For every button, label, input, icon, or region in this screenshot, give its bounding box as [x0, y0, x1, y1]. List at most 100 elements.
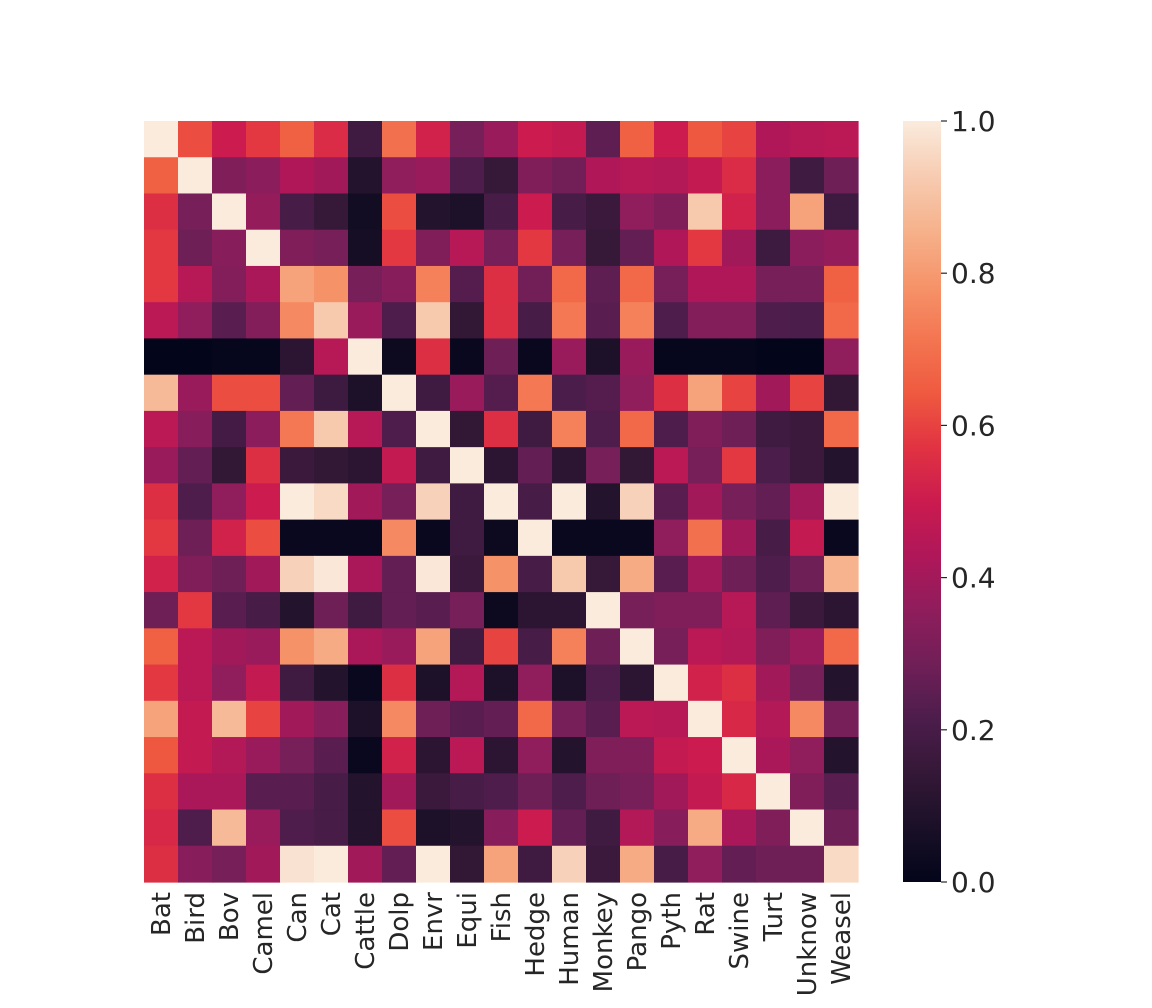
heatmap-cell [552, 229, 587, 267]
heatmap-cell [450, 229, 485, 267]
heatmap-cell [348, 628, 383, 666]
heatmap-cell [586, 483, 621, 521]
heatmap-cell [416, 302, 451, 340]
heatmap-cell [824, 592, 859, 629]
heatmap-cell [246, 592, 281, 629]
heatmap-cell [280, 302, 315, 340]
heatmap-cell [348, 447, 383, 484]
heatmap-cell [824, 664, 859, 702]
heatmap-cell [722, 374, 757, 412]
heatmap-cell [382, 374, 417, 412]
heatmap-cell [416, 265, 451, 303]
heatmap-cell [790, 700, 825, 738]
heatmap-cell [246, 700, 281, 738]
heatmap-cell [484, 809, 519, 847]
heatmap-cell [756, 302, 791, 340]
heatmap-cell [280, 121, 315, 158]
x-tick-label: Pango [623, 892, 653, 971]
heatmap-cell [314, 338, 349, 376]
heatmap-cell [314, 447, 349, 484]
heatmap-cell [586, 265, 621, 303]
heatmap-cell [450, 121, 485, 158]
heatmap-cell [654, 519, 689, 557]
heatmap-cell [688, 845, 723, 883]
heatmap-cell [314, 302, 349, 340]
heatmap-cell [586, 555, 621, 593]
heatmap-cell [518, 410, 553, 448]
heatmap-cell [416, 410, 451, 448]
x-tick-label: Swine [725, 892, 755, 969]
x-tick-labels: Bat Bird Bov Camel Can Cat Cattle Dolp Envr Equi F… [147, 892, 857, 997]
heatmap-cell [654, 555, 689, 593]
heatmap-cell [824, 845, 859, 883]
heatmap-cell [654, 410, 689, 448]
heatmap-cell [484, 193, 519, 231]
heatmap-cell [212, 737, 247, 774]
heatmap-cell [586, 447, 621, 484]
heatmap-cell [518, 809, 553, 847]
heatmap-cell [314, 410, 349, 448]
colorbar-tick-label: 0.8 [951, 257, 996, 290]
heatmap-cell [314, 664, 349, 702]
heatmap-cell [790, 447, 825, 484]
heatmap-cell [654, 809, 689, 847]
heatmap-cell [280, 664, 315, 702]
heatmap-cell [552, 809, 587, 847]
heatmap-cell [280, 410, 315, 448]
heatmap-cell [484, 121, 519, 158]
heatmap-cell [586, 845, 621, 883]
heatmap-cell [756, 338, 791, 376]
heatmap-cell [552, 628, 587, 666]
heatmap-cell [212, 229, 247, 267]
heatmap-cell [756, 845, 791, 883]
heatmap-cell [144, 265, 179, 303]
heatmap-cell [144, 519, 179, 557]
heatmap-cell [586, 737, 621, 774]
heatmap-cell [314, 809, 349, 847]
colorbar-tick-label: 0.2 [951, 714, 996, 747]
heatmap-cell [314, 845, 349, 883]
heatmap-cell [212, 700, 247, 738]
heatmap-cell [518, 628, 553, 666]
heatmap-cell [586, 374, 621, 412]
heatmap-cell [382, 737, 417, 774]
heatmap-cell [552, 700, 587, 738]
heatmap-cell [450, 410, 485, 448]
heatmap-cell [314, 555, 349, 593]
heatmap-cell [552, 410, 587, 448]
heatmap-cell [314, 519, 349, 557]
heatmap-cell [824, 157, 859, 195]
heatmap-cell [586, 519, 621, 557]
heatmap-cell [382, 592, 417, 629]
heatmap-cell [688, 628, 723, 666]
heatmap-cell [654, 338, 689, 376]
heatmap-cell [178, 229, 213, 267]
heatmap-cell [144, 157, 179, 195]
heatmap-cell [586, 809, 621, 847]
heatmap-cell [722, 519, 757, 557]
x-tick-label: Bov [215, 892, 245, 941]
colorbar-ticks: 0.0 0.2 0.4 0.6 0.8 1.0 [941, 105, 996, 899]
heatmap-cell [212, 338, 247, 376]
heatmap-cell [416, 628, 451, 666]
heatmap-cell [756, 265, 791, 303]
heatmap-cell [484, 338, 519, 376]
heatmap-cell [348, 773, 383, 811]
heatmap-cell [790, 773, 825, 811]
heatmap-cell [382, 410, 417, 448]
heatmap-cell [484, 700, 519, 738]
heatmap-cell [824, 410, 859, 448]
heatmap-cell [654, 374, 689, 412]
heatmap-cell [246, 121, 281, 158]
heatmap-cell [654, 700, 689, 738]
heatmap-cell [824, 519, 859, 557]
heatmap-cell [416, 374, 451, 412]
heatmap-cell [552, 555, 587, 593]
heatmap-cell [144, 447, 179, 484]
heatmap-cell [552, 265, 587, 303]
heatmap-cell [246, 628, 281, 666]
heatmap-cell [722, 592, 757, 629]
heatmap-cell [314, 265, 349, 303]
x-tick-label: Cat [317, 892, 347, 936]
heatmap-cell [212, 809, 247, 847]
